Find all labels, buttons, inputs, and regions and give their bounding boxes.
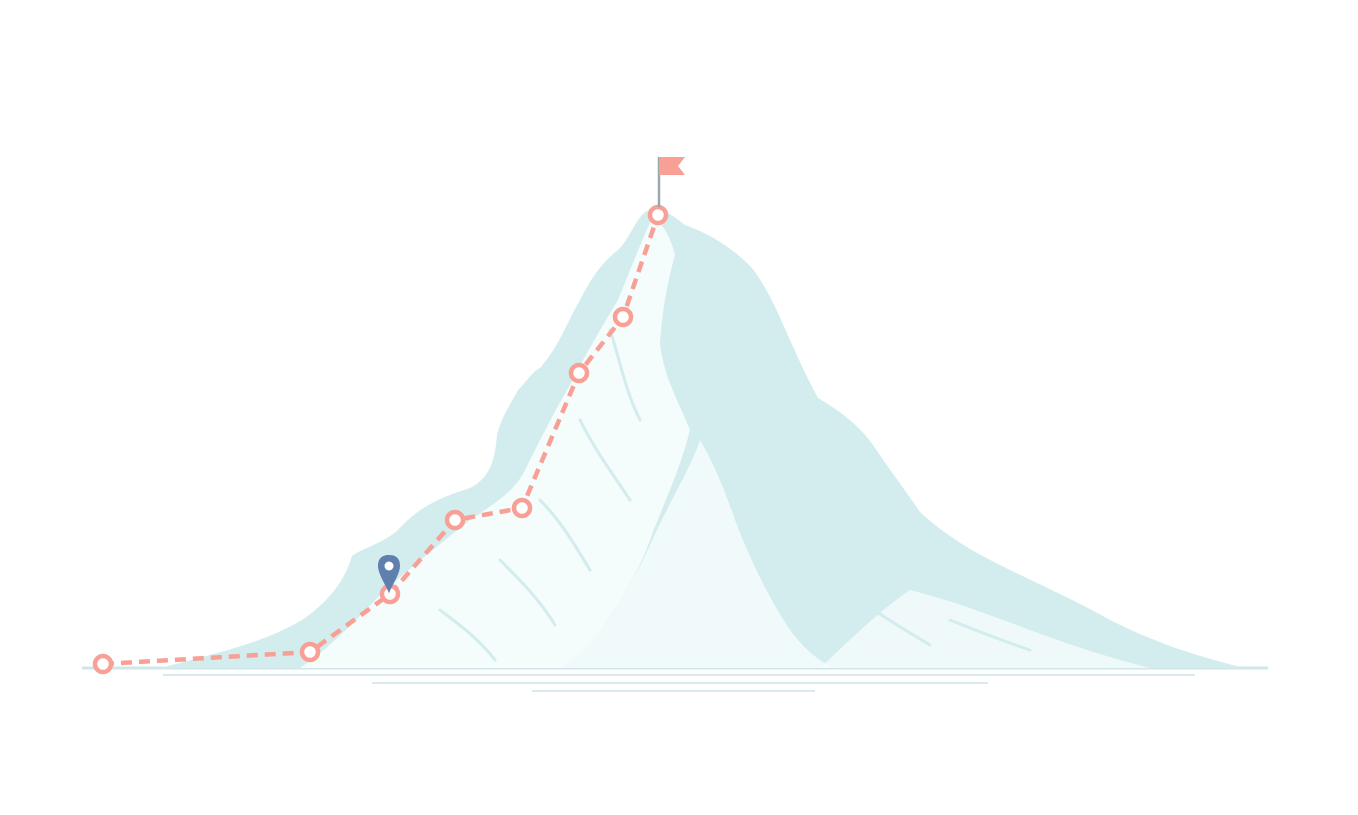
milestone-marker (95, 656, 111, 672)
milestone-marker (615, 309, 631, 325)
milestone-marker (447, 512, 463, 528)
milestone-marker (650, 207, 666, 223)
milestone-marker (514, 500, 530, 516)
flag-icon (659, 157, 685, 207)
ground-lines (82, 668, 1268, 691)
mountain (160, 210, 1245, 668)
milestone-marker (302, 644, 318, 660)
flag-banner (659, 157, 685, 175)
milestone-marker (571, 365, 587, 381)
